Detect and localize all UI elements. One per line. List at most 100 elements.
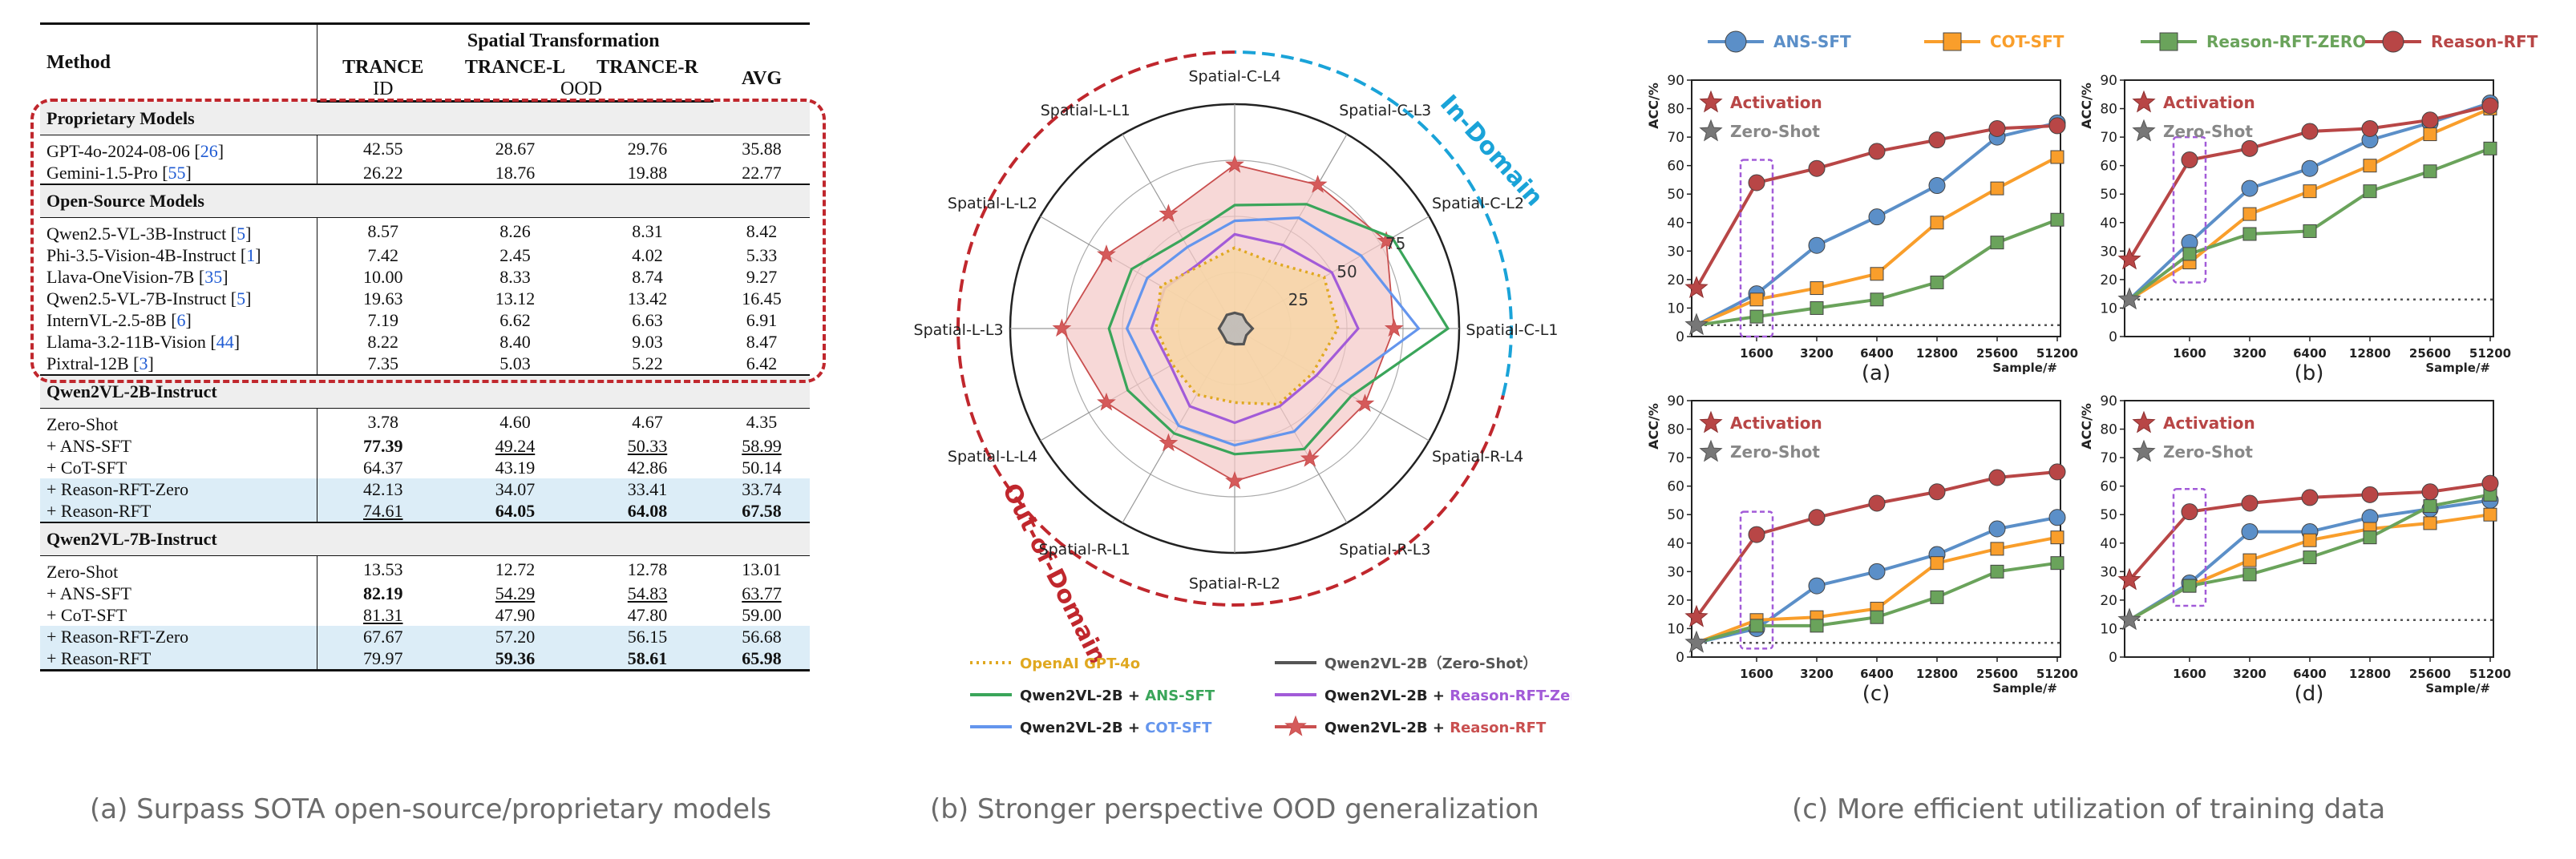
radar-axis-label: Spatial-R-L2 (1189, 575, 1280, 592)
highlight-box (2172, 487, 2207, 607)
value-cell: 47.90 (495, 604, 536, 625)
data-point (2242, 567, 2257, 582)
value-cell: 9.27 (746, 266, 778, 287)
value-cell: 4.35 (746, 411, 778, 432)
x-axis-label: Sample/# (1992, 361, 2057, 375)
value-cell: 49.24 (495, 435, 536, 456)
y-tick-label: 40 (2100, 216, 2117, 232)
data-point (1870, 267, 1884, 281)
citation-link[interactable]: 35 (204, 266, 223, 287)
data-point (1749, 309, 1764, 324)
data-point (2363, 159, 2377, 173)
y-tick-label: 90 (2100, 393, 2117, 409)
caption-a: (a) Surpass SOTA open-source/proprietary… (90, 793, 772, 825)
legend-marker (2159, 32, 2178, 51)
value-cell: 29.76 (627, 138, 668, 159)
data-point (1988, 119, 2006, 137)
y-tick-label: 70 (2100, 450, 2117, 466)
x-tick-label: 51200 (2469, 346, 2511, 361)
citation-link[interactable]: 1 (246, 244, 256, 265)
value-cell: 63.77 (742, 583, 782, 603)
value-cell: 8.26 (499, 220, 531, 241)
y-tick-label: 20 (1667, 593, 1684, 609)
data-point (1748, 174, 1765, 192)
zero-shot-marker (1684, 630, 1709, 653)
legend-label: Reason-RFT-ZERO (2206, 32, 2366, 51)
col-header: AVG (741, 68, 783, 90)
data-point (2421, 111, 2439, 129)
value-cell: 6.62 (499, 309, 531, 330)
method-cell: + Reason-RFT (40, 647, 317, 671)
value-cell: 13.01 (742, 559, 782, 579)
data-point (2242, 227, 2257, 241)
legend-label: Activation (2163, 93, 2255, 112)
radar-axis-label: Spatial-R-L4 (1432, 448, 1523, 466)
method-cell: + CoT-SFT (40, 604, 317, 626)
value-cell: 54.29 (495, 583, 536, 603)
value-cell: 6.42 (746, 353, 778, 373)
data-point (1930, 275, 1944, 289)
data-point (2048, 117, 2066, 135)
value-cell: 56.15 (581, 626, 714, 647)
legend-marker (2132, 439, 2156, 462)
value-cell: 64.08 (581, 500, 714, 522)
legend-label: COT-SFT (1990, 32, 2064, 51)
data-point (2050, 212, 2064, 227)
value-cell: 5.22 (632, 353, 663, 373)
y-tick-label: 30 (1667, 244, 1684, 260)
table-row: + ANS-SFT 82.19 54.29 54.83 63.77 (40, 583, 810, 604)
value-cell: 34.07 (449, 478, 581, 500)
section-header: Open-Source Models (40, 183, 810, 218)
citation-link[interactable]: 44 (216, 331, 234, 352)
legend-label: Qwen2VL-2B + ANS-SFT (1020, 688, 1215, 704)
value-cell: 67.67 (317, 626, 449, 647)
data-point (1928, 177, 1946, 195)
x-tick-label: 3200 (2233, 346, 2267, 361)
value-cell: 5.03 (499, 353, 531, 373)
table-row: Pixtral-12B [3] 7.35 5.03 5.22 6.42 (40, 353, 810, 375)
data-point (1990, 181, 2004, 196)
value-cell: 9.03 (632, 331, 663, 352)
radar-tick-label: 75 (1385, 234, 1405, 253)
x-tick-label: 25600 (2409, 667, 2451, 681)
y-tick-label: 60 (1667, 159, 1684, 175)
col-header: TRANCE-L (464, 57, 566, 78)
y-axis-label: ACC/% (2079, 83, 2094, 129)
value-cell: 50.33 (627, 435, 668, 456)
value-cell: 43.19 (495, 457, 536, 478)
method-cell: + Reason-RFT (40, 500, 317, 522)
y-tick-label: 40 (1667, 536, 1684, 552)
data-point (1808, 509, 1826, 526)
data-point (1868, 563, 1886, 580)
zero-shot-marker (1684, 313, 1709, 336)
value-cell: 82.19 (363, 583, 403, 603)
citation-link[interactable]: 26 (200, 140, 218, 161)
citation-link[interactable]: 3 (139, 353, 148, 373)
y-tick-label: 70 (1667, 450, 1684, 466)
legend-label: Qwen2VL-2B + Reason-RFT (1324, 720, 1547, 736)
citation-link[interactable]: 5 (237, 223, 246, 244)
table-row: + Reason-RFT 74.61 64.05 64.08 67.58 (40, 500, 810, 522)
y-tick-label: 50 (2100, 187, 2117, 203)
citation-link[interactable]: 6 (176, 309, 186, 330)
radar-point (1308, 175, 1328, 193)
data-point (1930, 590, 1944, 604)
citation-link[interactable]: 55 (168, 162, 186, 183)
method-cell: + CoT-SFT (40, 457, 317, 478)
legend-suffix: ANS-SFT (1145, 688, 1215, 704)
data-point (2303, 533, 2317, 547)
y-tick-label: 90 (2100, 73, 2117, 89)
x-tick-label: 12800 (1916, 667, 1958, 681)
method-header: Method (40, 22, 317, 102)
legend-label: OpenAI GPT-4o (1020, 655, 1140, 672)
x-axis-label: Sample/# (2425, 361, 2490, 375)
activation-marker (2117, 567, 2141, 591)
data-point (2303, 224, 2317, 238)
legend-marker (1699, 90, 1723, 113)
data-point (2361, 486, 2379, 503)
citation-link[interactable]: 5 (237, 288, 246, 309)
radar-point (1097, 392, 1116, 411)
section-title: Open-Source Models (40, 183, 810, 218)
data-point (2182, 247, 2197, 261)
section-header: Qwen2VL-7B-Instruct (40, 522, 810, 556)
